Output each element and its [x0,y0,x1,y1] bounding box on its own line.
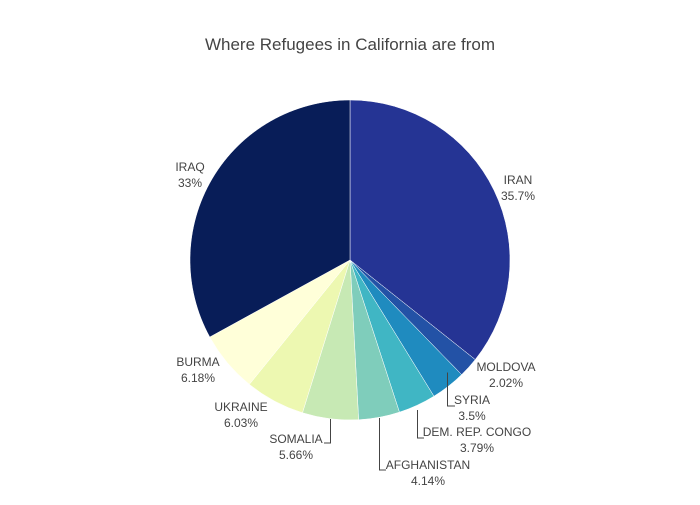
leader-line-dem-rep-congo [417,410,424,439]
leader-line-somalia [324,419,331,444]
slice-percent-dem-rep-congo: 3.79% [460,441,494,455]
slice-label-burma: BURMA [176,355,219,369]
slice-label-somalia: SOMALIA [269,432,322,446]
slice-percent-burma: 6.18% [181,371,215,385]
slice-label-moldova: MOLDOVA [476,360,535,374]
pie-slices [189,99,511,421]
chart-title: Where Refugees in California are from [205,35,495,54]
slice-percent-syria: 3.5% [458,409,486,423]
slice-percent-moldova: 2.02% [489,376,523,390]
slice-percent-iran: 35.7% [501,189,535,203]
slice-percent-afghanistan: 4.14% [411,474,445,488]
slice-percent-ukraine: 6.03% [224,416,258,430]
pie-slice-iraq[interactable] [189,99,351,338]
slice-percent-iraq: 33% [178,176,202,190]
slice-label-syria: SYRIA [454,393,490,407]
slice-label-dem-rep-congo: DEM. REP. CONGO [423,425,531,439]
slice-label-iraq: IRAQ [175,160,204,174]
slice-label-iran: IRAN [504,173,533,187]
slice-labels: IRAN 35.7% MOLDOVA 2.02% SYRIA 3.5% DEM. REP. … [175,160,535,488]
slice-label-ukraine: UKRAINE [214,400,267,414]
leader-line-syria [447,372,455,407]
leader-line-afghanistan [379,418,386,471]
leader-lines [324,372,455,471]
slice-label-afghanistan: AFGHANISTAN [386,458,470,472]
slice-percent-somalia: 5.66% [279,448,313,462]
pie-slice-iran[interactable] [349,99,511,360]
